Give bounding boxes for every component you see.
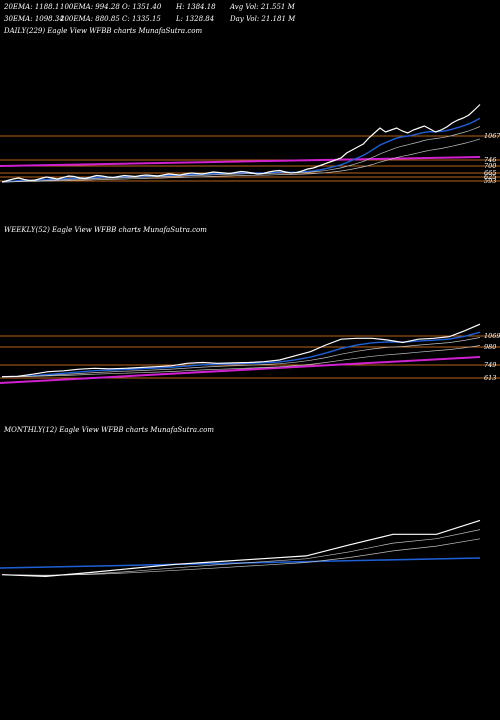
open-label: O: 1351.40 xyxy=(122,3,162,11)
panel2-price-line xyxy=(1,519,481,578)
panel0-level-label-1: 746 xyxy=(484,156,496,164)
panel1-ema-line-2 xyxy=(1,345,481,378)
panel0-level-label-2: 700 xyxy=(484,162,496,170)
daily-chart-title: DAILY(229) Eagle View WFBB charts Munafa… xyxy=(4,27,203,35)
panel0-level-label-0: 1067 xyxy=(484,132,500,140)
panel1-level-label-0: 1069 xyxy=(484,332,500,340)
ema100-label: 100EMA: 994.28 xyxy=(60,3,120,11)
high-label: H: 1384.18 xyxy=(176,3,216,11)
panel0-level-label-5: 593 xyxy=(484,177,496,185)
panel0-trend-line xyxy=(0,156,481,167)
ema20-label: 20EMA: 1188.1 xyxy=(4,3,60,11)
panel0-ema-line-2 xyxy=(1,138,481,183)
panel1-trend-line xyxy=(0,356,481,384)
header-row-2: 30EMA: 1098.34 200EMA: 880.85 C: 1335.15… xyxy=(4,15,500,24)
panel1-level-label-2: 749 xyxy=(484,361,496,369)
panel0-ema-line-0 xyxy=(1,117,481,183)
panel0-level-label-3: 665 xyxy=(484,169,496,177)
panel2-ema-line-0 xyxy=(1,529,481,576)
day-vol-label: Day Vol: 21.181 M xyxy=(230,15,296,23)
panel0-ema-line-1 xyxy=(1,126,481,183)
panel1-ema-line-1 xyxy=(1,337,481,378)
avg-vol-label: Avg Vol: 21.551 M xyxy=(230,3,295,11)
panel0-price-line xyxy=(1,104,481,183)
low-label: L: 1328.84 xyxy=(176,15,215,23)
weekly-chart-title: WEEKLY(52) Eagle View WFBB charts Munafa… xyxy=(4,226,207,234)
panel1-level-label-3: 613 xyxy=(484,374,496,382)
ema200-label: 200EMA: 880.85 xyxy=(60,15,120,23)
panel0-level-label-4: 625 xyxy=(484,173,496,181)
ema30-label: 30EMA: 1098.34 xyxy=(4,15,64,23)
header-row-1: 20EMA: 1188.1 100EMA: 994.28 O: 1351.40 … xyxy=(4,3,500,12)
monthly-chart-title: MONTHLY(12) Eagle View WFBB charts Munaf… xyxy=(4,426,215,434)
panel1-price-line xyxy=(1,323,481,378)
close-label: C: 1335.15 xyxy=(122,15,161,23)
panel2-ema-line-1 xyxy=(1,538,481,576)
panel1-level-label-1: 980 xyxy=(484,343,496,351)
